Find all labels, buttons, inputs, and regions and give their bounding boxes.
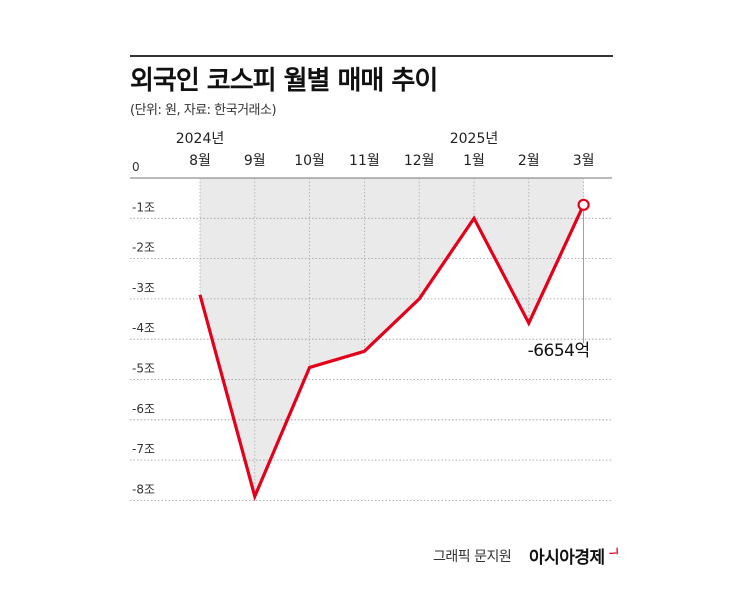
y-tick-label: -2조 [132, 241, 155, 255]
year-label: 2025년 [450, 131, 499, 147]
last-point-marker [577, 198, 590, 211]
y-tick-label: -1조 [132, 200, 155, 214]
y-tick-label: -4조 [132, 321, 155, 335]
title-rule [130, 55, 613, 57]
y-tick-label: -8조 [132, 482, 155, 496]
x-tick-label: 11월 [349, 153, 380, 169]
year-label: 2024년 [176, 131, 225, 147]
series-line [198, 204, 586, 502]
x-tick-label: 8월 [189, 153, 211, 169]
brand-mark-icon: ᅴ [609, 547, 620, 560]
y-tick-label: -3조 [132, 281, 155, 295]
brand-logo: 아시아경제 [529, 548, 605, 568]
y-tick-label: -6조 [132, 402, 155, 416]
y-tick-label: -5조 [132, 362, 155, 376]
x-tick-label: 10월 [294, 153, 325, 169]
x-tick-label: 3월 [573, 153, 595, 169]
x-tick-label: 2월 [518, 153, 540, 169]
area-fill [200, 178, 584, 497]
y-tick-label: -7조 [132, 442, 155, 456]
y-tick-label: 0 [132, 160, 140, 174]
x-tick-label: 1월 [463, 153, 485, 169]
annotation-label: -6654억 [528, 341, 590, 361]
chart-subtitle: (단위: 원, 자료: 한국거래소) [130, 103, 277, 118]
chart-title: 외국인 코스피 월별 매매 추이 [130, 66, 438, 96]
graphic-credit: 그래픽 문지원 [433, 549, 512, 565]
x-tick-label: 12월 [404, 153, 435, 169]
x-tick-label: 9월 [244, 153, 266, 169]
